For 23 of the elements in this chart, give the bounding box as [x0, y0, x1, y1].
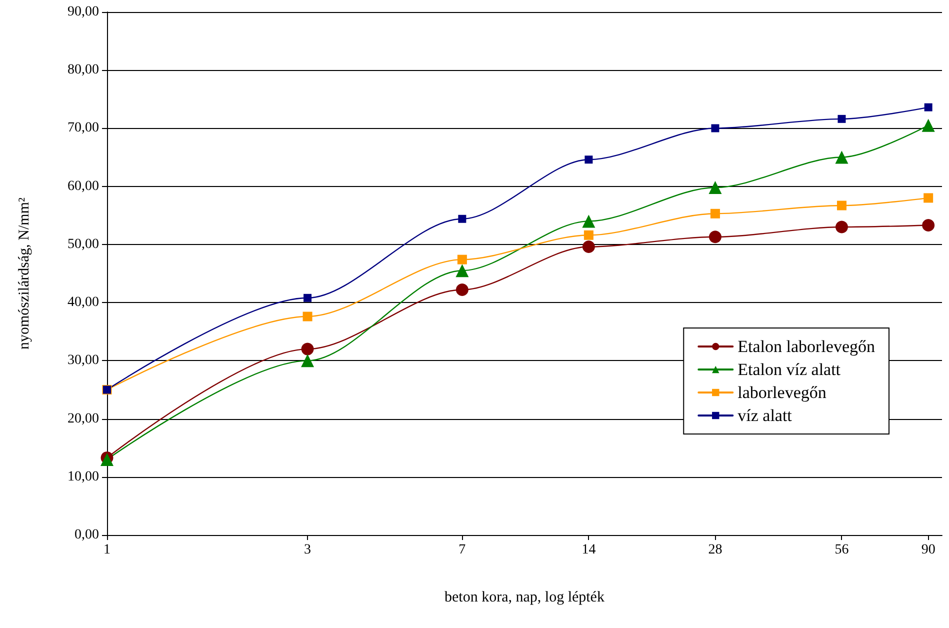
x-axis-title: beton kora, nap, log lépték — [444, 590, 605, 606]
y-tick-label: 60,00 — [68, 178, 99, 194]
y-axis-title: nyomószilárdság, N/mm² — [16, 197, 32, 350]
y-tick-label: 0,00 — [74, 528, 99, 542]
y-tick-label: 40,00 — [68, 295, 99, 310]
x-tick-label: 7 — [458, 542, 466, 558]
x-tick-label: 56 — [834, 542, 849, 558]
x-tick-label: 90 — [921, 542, 936, 558]
y-tick-label: 90,00 — [68, 4, 99, 20]
legend-label: víz alatt — [738, 406, 792, 425]
y-tick-label: 10,00 — [68, 469, 99, 484]
y-tick-label: 50,00 — [68, 236, 99, 252]
x-tick-label: 28 — [708, 542, 722, 558]
legend-label: Etalon laborlevegőn — [738, 337, 876, 356]
y-tick-label: 80,00 — [68, 62, 99, 78]
y-tick-label: 70,00 — [68, 120, 99, 136]
y-tick-label: 30,00 — [68, 353, 99, 368]
y-tick-label: 20,00 — [68, 411, 99, 426]
legend-label: laborlevegőn — [738, 383, 827, 402]
x-tick-label: 14 — [582, 542, 596, 558]
legend-label: Etalon víz alatt — [738, 360, 841, 379]
x-tick-label: 3 — [304, 542, 312, 558]
x-tick-label: 1 — [104, 542, 110, 558]
